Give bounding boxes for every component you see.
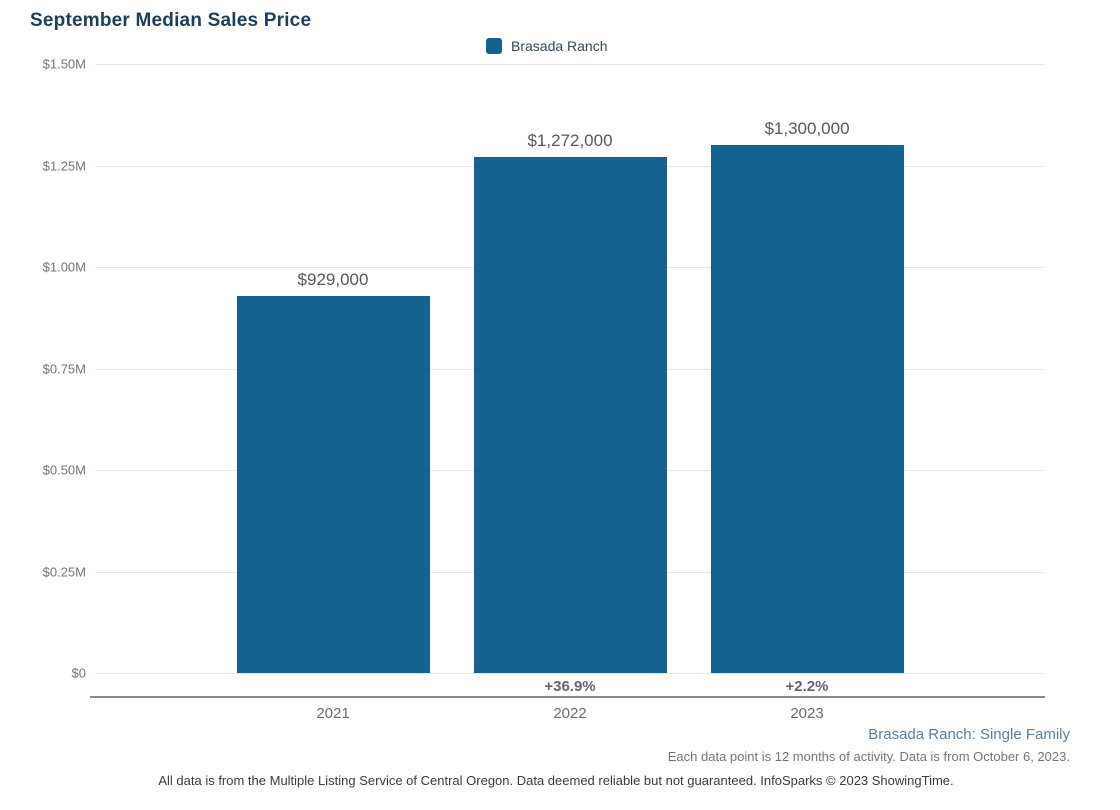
bar-value-label-2022: $1,272,000 <box>527 131 613 150</box>
y-tick-label: $1.25M <box>42 158 86 173</box>
legend-swatch-icon <box>486 38 502 54</box>
pct-change-row: +36.9% +2.2% <box>0 678 1120 696</box>
x-tick-label-2021: 2021 <box>316 705 350 722</box>
x-axis-labels: 2021 2022 2023 <box>0 705 1120 725</box>
gridline <box>95 64 1045 65</box>
footer-series-note: Brasada Ranch: Single Family <box>868 726 1070 743</box>
y-tick-label: $0 <box>71 665 86 681</box>
y-axis-labels: $0 $0.25M $0.50M $0.75M $1.00M $1.25M $1.50M <box>0 0 86 810</box>
y-tick-label: $0.25M <box>42 564 86 579</box>
plot-area: $929,000 $1,272,000 $1,300,000 <box>95 64 1045 674</box>
footer-disclaimer: All data is from the Multiple Listing Se… <box>158 773 954 788</box>
bar-2021[interactable] <box>236 296 430 673</box>
footer-data-note: Each data point is 12 months of activity… <box>667 749 1070 764</box>
x-axis-line <box>90 696 1045 698</box>
legend-label: Brasada Ranch <box>511 38 608 54</box>
bar-value-label-2021: $929,000 <box>297 270 369 289</box>
y-tick-label: $1.00M <box>42 259 86 275</box>
bar-2022[interactable] <box>473 157 667 673</box>
x-tick-label-2022: 2022 <box>553 705 587 722</box>
x-tick-label-2023: 2023 <box>790 705 824 722</box>
legend-item-brasada-ranch[interactable]: Brasada Ranch <box>486 38 608 54</box>
y-tick-label: $0.75M <box>42 361 86 376</box>
gridline <box>95 673 1045 674</box>
chart-title: September Median Sales Price <box>30 10 312 31</box>
bar-value-label-2023: $1,300,000 <box>764 119 850 138</box>
y-tick-label: $1.50M <box>42 56 86 72</box>
bar-2023[interactable] <box>710 145 904 673</box>
y-tick-label: $0.50M <box>42 462 86 478</box>
pct-change-label-2023: +2.2% <box>785 678 829 695</box>
pct-change-label-2022: +36.9% <box>544 678 596 695</box>
